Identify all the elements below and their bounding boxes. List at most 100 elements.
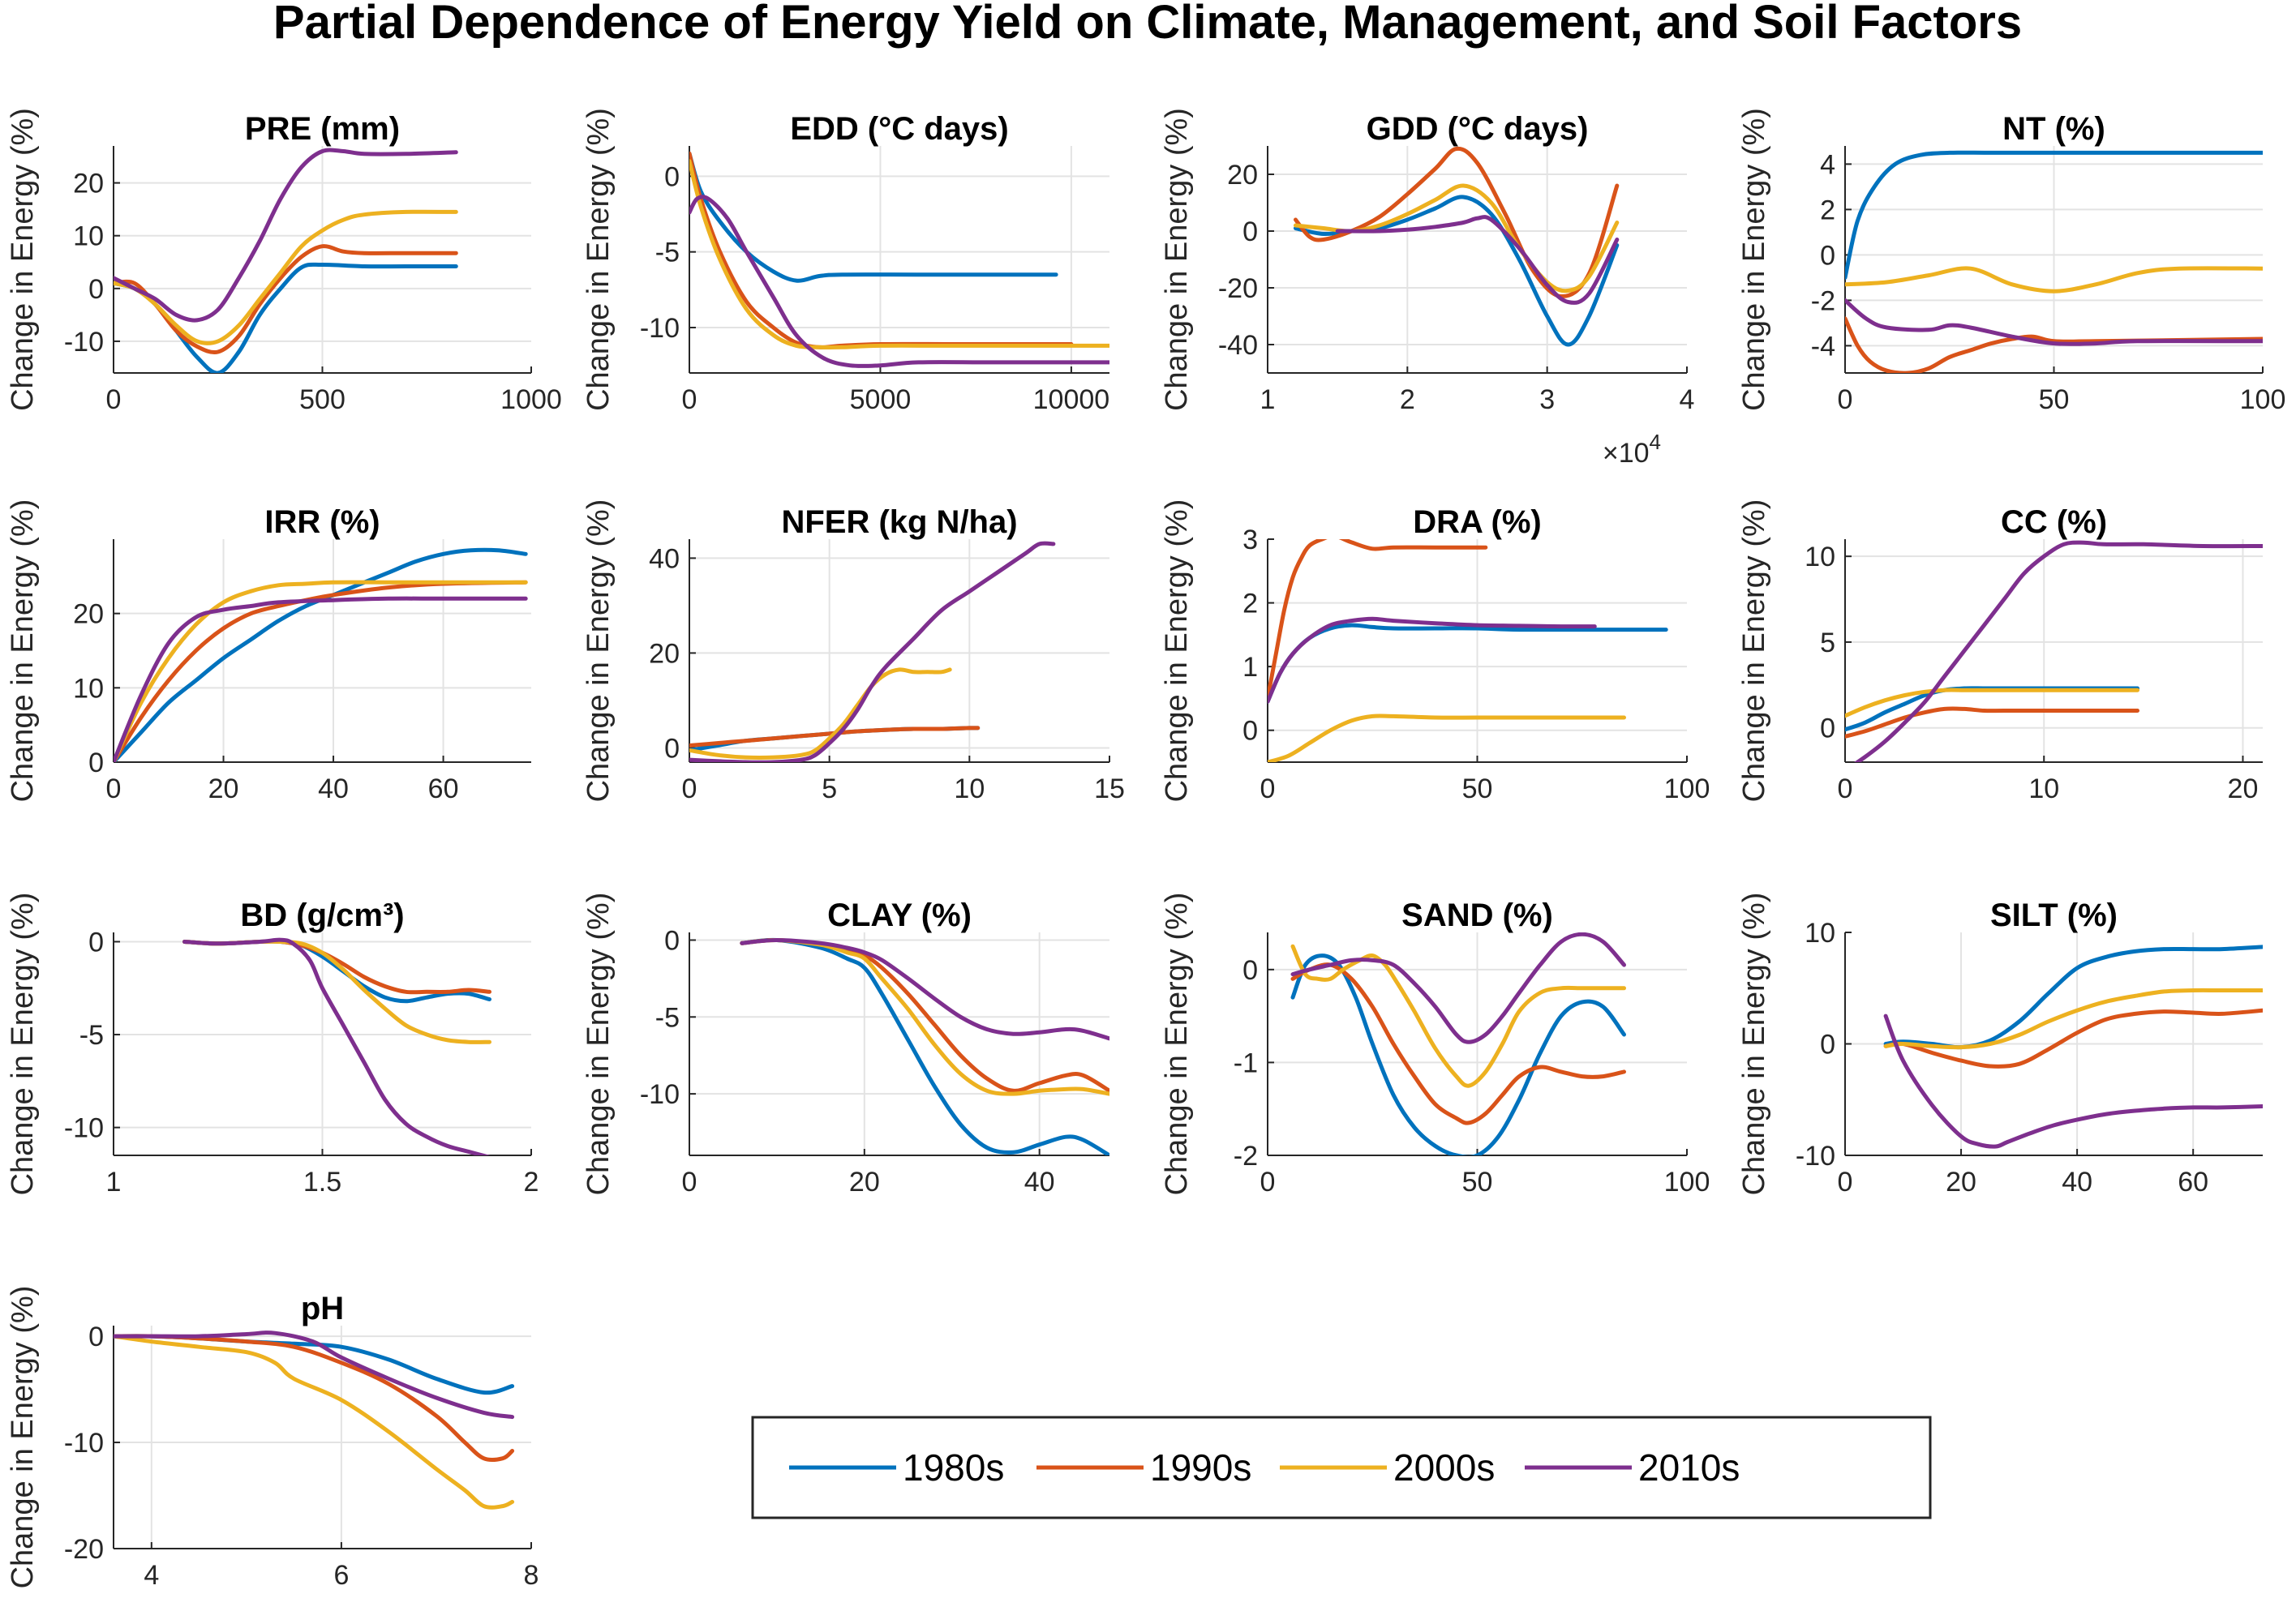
chart-bd-g-cm-ylabel: Change in Energy (%): [6, 893, 40, 1196]
legend-item-1980s: 1980s: [789, 1446, 1004, 1489]
chart-irr-x-tick-label: 60: [428, 773, 459, 804]
chart-gdd-c-days-series-2010s: [1335, 215, 1620, 305]
chart-irr-y-tick-label: 0: [88, 748, 104, 778]
chart-gdd-c-days-ylabel: Change in Energy (%): [1160, 108, 1194, 411]
chart-dra-x-tick-label: 100: [1664, 773, 1710, 804]
chart-bd-g-cm-x-tick-label: 2: [524, 1167, 539, 1198]
legend-label: 2000s: [1393, 1446, 1495, 1489]
chart-dra-y-tick-label: 1: [1242, 652, 1258, 683]
chart-nt-y-tick-label: 0: [1820, 240, 1835, 271]
chart-dra-y-tick-label: 3: [1242, 525, 1258, 555]
chart-bd-g-cm-series-2010s: [182, 937, 491, 1155]
chart-pre-mm-x-tick-label: 0: [106, 384, 122, 415]
chart-nt-series-2000s: [1845, 266, 2263, 294]
legend: 1980s 1990s 2000s 2010s: [751, 1416, 1932, 1519]
chart-ph-series-group: [114, 1330, 515, 1510]
chart-edd-c-days-x-tick-label: 5000: [850, 384, 912, 415]
chart-nfer-kg-n-ha: 0 5 10 15 0 20 40 NFER (kg N/ha) Change in Energ…: [582, 499, 1125, 804]
chart-edd-c-days-title: EDD (°C days): [790, 111, 1008, 147]
chart-nfer-kg-n-ha-title: NFER (kg N/ha): [781, 504, 1017, 540]
chart-nfer-kg-n-ha-x-tick-label: 10: [954, 773, 985, 804]
chart-nt-y-tick-label: 4: [1820, 149, 1835, 180]
chart-nt-y-tick-label: -2: [1811, 285, 1835, 316]
chart-nfer-kg-n-ha-x-tick-label: 5: [822, 773, 837, 804]
chart-gdd-c-days-series-group: [1294, 146, 1620, 347]
chart-bd-g-cm-x-tick-label: 1: [106, 1167, 122, 1198]
chart-silt-x-tick-label: 20: [1946, 1167, 1976, 1198]
legend-item-2000s: 2000s: [1280, 1446, 1495, 1489]
chart-silt-series-2000s: [1883, 988, 2263, 1050]
chart-nfer-kg-n-ha-series-2000s: [689, 667, 952, 760]
legend-label: 2010s: [1638, 1446, 1740, 1489]
chart-irr-series-group: [114, 547, 528, 762]
chart-cc-plot-area: [1845, 539, 2263, 762]
chart-bd-g-cm-y-tick-label: -10: [64, 1113, 104, 1144]
chart-clay-plot-area: [689, 932, 1109, 1155]
chart-nt-series-1990s: [1845, 316, 2263, 373]
chart-pre-mm-ylabel: Change in Energy (%): [6, 108, 40, 411]
chart-sand-series-2010s: [1290, 932, 1626, 1044]
chart-gdd-c-days-x-multiplier: ×104: [1603, 430, 1661, 469]
chart-sand-series-group: [1290, 932, 1626, 1155]
chart-ph-series-2010s: [114, 1330, 515, 1420]
chart-nt-x-tick-label: 100: [2240, 384, 2286, 415]
chart-cc-title: CC (%): [2001, 504, 2107, 540]
chart-nt-y-tick-label: 2: [1820, 195, 1835, 225]
chart-ph-series-2000s: [114, 1334, 515, 1510]
chart-dra-ylabel: Change in Energy (%): [1160, 499, 1194, 803]
chart-cc-series-group: [1845, 540, 2263, 762]
chart-edd-c-days-y-tick-label: -10: [640, 313, 680, 344]
chart-cc-series-2000s: [1845, 688, 2139, 718]
legend-label: 1980s: [903, 1446, 1004, 1489]
chart-cc-x-tick-label: 20: [2228, 773, 2259, 804]
chart-dra-title: DRA (%): [1413, 504, 1542, 540]
chart-irr-x-tick-label: 40: [318, 773, 349, 804]
chart-pre-mm-series-group: [114, 148, 458, 373]
chart-edd-c-days-y-tick-label: -5: [655, 238, 680, 268]
chart-edd-c-days-ylabel: Change in Energy (%): [582, 108, 616, 411]
chart-sand-y-tick-label: -2: [1234, 1141, 1258, 1172]
chart-gdd-c-days-y-tick-label: -40: [1218, 330, 1258, 361]
chart-irr: 0 20 40 60 0 10 20 IRR (%) Change in Energy (%): [6, 499, 531, 804]
chart-nt-series-group: [1845, 150, 2263, 373]
chart-cc-x-tick-label: 0: [1838, 773, 1853, 804]
chart-dra-series-2010s: [1268, 616, 1597, 704]
chart-irr-y-tick-label: 10: [73, 673, 104, 704]
chart-clay-series-1980s: [740, 937, 1109, 1155]
chart-silt-title: SILT (%): [1990, 898, 2118, 933]
chart-edd-c-days-series-1980s: [689, 151, 1058, 283]
chart-dra-series-group: [1268, 539, 1668, 762]
chart-gdd-c-days-x-tick-label: 3: [1539, 384, 1555, 415]
chart-edd-c-days-plot-area: [689, 146, 1109, 373]
chart-nfer-kg-n-ha-y-tick-label: 40: [649, 543, 680, 574]
chart-edd-c-days-series-2000s: [689, 159, 1109, 350]
chart-irr-plot-area: [114, 539, 531, 762]
chart-sand-x-tick-label: 50: [1462, 1167, 1493, 1198]
chart-irr-series-2010s: [114, 596, 528, 762]
chart-ph-x-tick-label: 4: [144, 1560, 159, 1591]
chart-cc-y-tick-label: 5: [1820, 628, 1835, 658]
chart-nt-series-1980s: [1845, 150, 2263, 280]
chart-sand-series-2000s: [1290, 944, 1626, 1088]
chart-ph-plot-area: [114, 1326, 531, 1549]
chart-edd-c-days: 0 5000 10000 -10 -5 0 EDD (°C days) Change in E…: [582, 108, 1109, 415]
chart-bd-g-cm-series-group: [182, 937, 491, 1155]
chart-irr-title: IRR (%): [264, 504, 380, 540]
chart-clay-x-tick-label: 20: [849, 1167, 880, 1198]
chart-silt-series-2010s: [1883, 1013, 2263, 1149]
chart-gdd-c-days-y-tick-label: -20: [1218, 273, 1258, 304]
chart-nfer-kg-n-ha-x-tick-label: 0: [682, 773, 697, 804]
chart-sand-x-tick-label: 0: [1260, 1167, 1276, 1198]
chart-nt: 0 50 100 -4 -2 0 2 4 NT (%) Change in Energy (%): [1737, 108, 2285, 415]
chart-ph-title: pH: [301, 1291, 344, 1326]
chart-silt-x-tick-label: 40: [2062, 1167, 2092, 1198]
chart-irr-ylabel: Change in Energy (%): [6, 499, 40, 803]
chart-silt-y-tick-label: 10: [1805, 918, 1835, 949]
chart-edd-c-days-x-tick-label: 10000: [1033, 384, 1110, 415]
chart-cc-y-tick-label: 0: [1820, 713, 1835, 744]
figure-title: Partial Dependence of Energy Yield on Cl…: [273, 0, 2022, 49]
chart-dra-series-1990s: [1268, 539, 1488, 701]
chart-nfer-kg-n-ha-series-1990s: [689, 726, 981, 748]
chart-clay-title: CLAY (%): [827, 898, 972, 933]
